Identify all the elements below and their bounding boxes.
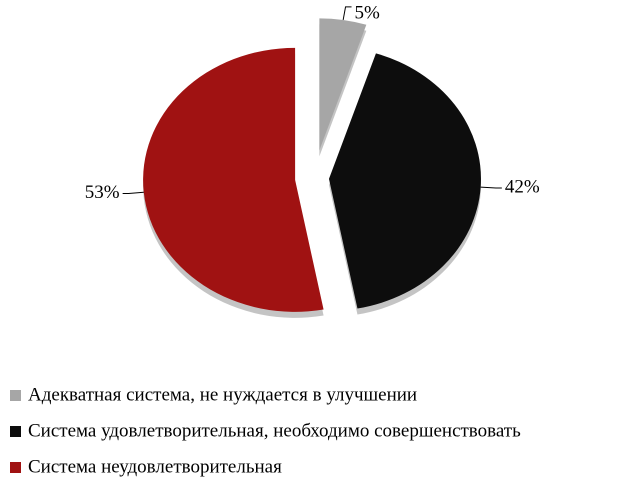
leader-line <box>480 186 502 189</box>
leader-line <box>342 6 352 21</box>
legend-label: Адекватная система, не нуждается в улучш… <box>28 384 417 405</box>
legend-label: Система неудовлетворительная <box>28 456 282 477</box>
legend-swatch <box>10 426 21 437</box>
data-label: 53% <box>85 182 120 203</box>
data-label: 5% <box>355 2 381 23</box>
slice <box>143 47 324 312</box>
data-label: 42% <box>505 176 540 197</box>
leader-line <box>122 191 144 195</box>
slice <box>328 53 481 309</box>
legend-swatch <box>10 462 21 473</box>
slice <box>319 18 367 151</box>
legend-swatch <box>10 390 21 401</box>
legend-label: Система удовлетворительная, необходимо с… <box>28 420 521 441</box>
